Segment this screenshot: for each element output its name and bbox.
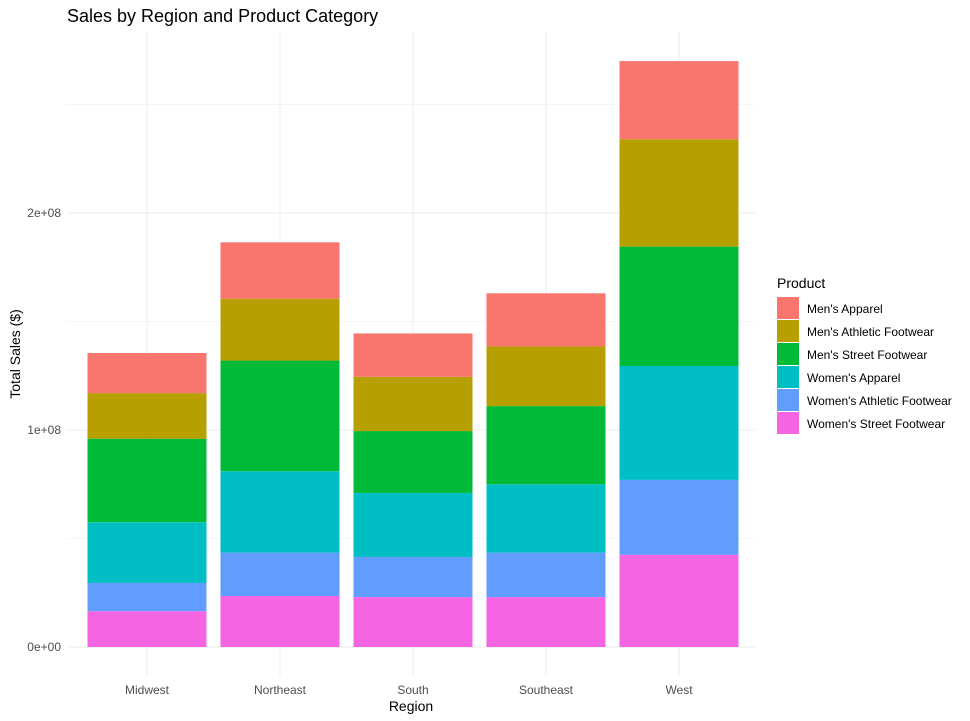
bar-west-women-s-athletic-footwear — [619, 479, 739, 555]
legend-swatch — [777, 320, 799, 342]
x-tick-label: Midwest — [125, 683, 170, 697]
bar-south-women-s-street-footwear — [353, 597, 473, 647]
bar-west-women-s-street-footwear — [619, 554, 739, 647]
y-tick-labels: 0e+00 1e+08 2e+08 — [27, 206, 61, 654]
x-tick-label: South — [397, 683, 428, 697]
chart-title: Sales by Region and Product Category — [67, 6, 378, 26]
x-tick-label: Southeast — [519, 683, 574, 697]
legend-label: Women's Athletic Footwear — [807, 394, 952, 408]
bar-northeast-women-s-street-footwear — [220, 596, 340, 647]
bar-southeast-women-s-street-footwear — [486, 597, 606, 647]
bar-west-women-s-apparel — [619, 365, 739, 480]
bar-southeast-men-s-apparel — [486, 293, 606, 347]
legend-swatch — [777, 366, 799, 388]
bar-midwest-men-s-street-footwear — [87, 438, 207, 523]
bar-southeast-men-s-street-footwear — [486, 406, 606, 485]
bar-midwest-women-s-street-footwear — [87, 611, 207, 647]
legend-label: Women's Apparel — [807, 371, 900, 385]
legend: Product Men's Apparel Men's Athletic Foot… — [777, 275, 952, 434]
bar-south-men-s-street-footwear — [353, 431, 473, 493]
x-axis-title: Region — [389, 698, 433, 714]
bar-northeast-men-s-street-footwear — [220, 360, 340, 472]
bar-southeast-women-s-apparel — [486, 484, 606, 553]
bars — [87, 61, 739, 647]
legend-swatch — [777, 389, 799, 411]
bar-south-women-s-athletic-footwear — [353, 556, 473, 598]
legend-label: Men's Athletic Footwear — [807, 325, 934, 339]
y-tick-label: 2e+08 — [27, 206, 61, 220]
bar-midwest-men-s-athletic-footwear — [87, 393, 207, 439]
bar-northeast-men-s-apparel — [220, 242, 340, 299]
x-tick-labels: Midwest Northeast South Southeast West — [125, 683, 693, 697]
legend-label: Men's Street Footwear — [807, 348, 927, 362]
legend-swatch — [777, 343, 799, 365]
bar-south-men-s-athletic-footwear — [353, 376, 473, 432]
bar-midwest-women-s-athletic-footwear — [87, 582, 207, 612]
y-tick-label: 0e+00 — [27, 640, 61, 654]
bar-northeast-women-s-apparel — [220, 471, 340, 553]
y-axis-title: Total Sales ($) — [7, 309, 23, 398]
bar-west-men-s-apparel — [619, 61, 739, 140]
bar-west-men-s-street-footwear — [619, 246, 739, 366]
bar-midwest-women-s-apparel — [87, 522, 207, 583]
x-tick-label: West — [665, 683, 693, 697]
bar-south-women-s-apparel — [353, 492, 473, 557]
bar-northeast-women-s-athletic-footwear — [220, 552, 340, 597]
bar-west-men-s-athletic-footwear — [619, 139, 739, 247]
legend-title: Product — [777, 275, 825, 291]
bar-southeast-women-s-athletic-footwear — [486, 552, 606, 598]
legend-label: Women's Street Footwear — [807, 417, 945, 431]
bar-northeast-men-s-athletic-footwear — [220, 298, 340, 361]
bar-south-men-s-apparel — [353, 333, 473, 377]
legend-label: Men's Apparel — [807, 302, 883, 316]
bar-southeast-men-s-athletic-footwear — [486, 346, 606, 407]
bar-midwest-men-s-apparel — [87, 352, 207, 394]
y-tick-label: 1e+08 — [27, 423, 61, 437]
legend-swatch — [777, 412, 799, 434]
legend-swatch — [777, 297, 799, 319]
x-tick-label: Northeast — [254, 683, 307, 697]
